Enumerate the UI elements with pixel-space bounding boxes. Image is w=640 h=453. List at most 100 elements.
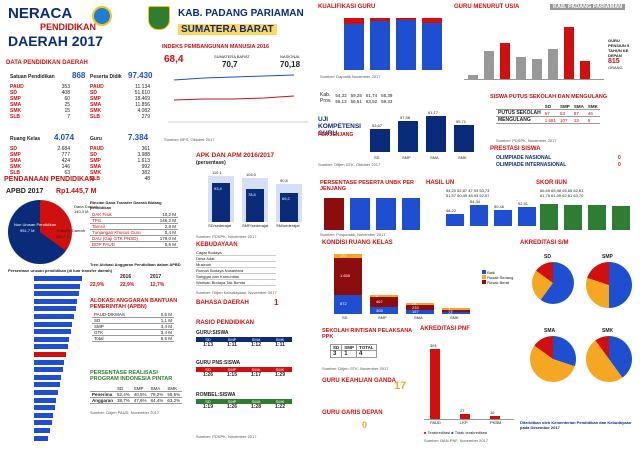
ruang-row-label: SMP (10, 152, 21, 158)
rasio-col-label: SMP (220, 337, 244, 342)
ukg-title: UJI KOMPETENSI GURU (318, 116, 361, 137)
guru-row-value: 992 (141, 164, 150, 170)
guru-row-label: SMA (90, 164, 102, 170)
rincian-row: TPG 146,2 M (90, 217, 178, 224)
ruang-row: SLB 63 (10, 170, 70, 176)
pendanaan-title: PENDANAAN PENDIDIKAN (4, 176, 95, 183)
peserta-row-value: 51.610 (134, 90, 150, 96)
persen-bar (34, 382, 60, 388)
realisasi-anggaran-label: Anggaran (90, 397, 116, 404)
pie-non-label: Non Urusan Pendidikan (14, 222, 57, 227)
putus-col-sd: SD (542, 104, 559, 110)
akreditasi-title: AKREDITASI S/M (520, 240, 569, 246)
rasio-value: 1:26 (226, 404, 237, 410)
satuan-row: SMP 60 (10, 96, 70, 102)
persen-label: Persentase urusan pendidikan (di luar tr… (8, 268, 113, 273)
ukg-kab-smp: 59,25 (350, 92, 362, 98)
rasio-col-label: SMA (244, 399, 268, 404)
kondisi-legend: Baik Rusak Sedang Rusak Berat (482, 270, 513, 285)
kualifikasi-chart (340, 14, 448, 70)
ruang-row-value: 63 (64, 170, 70, 176)
alokasi-label: Total (92, 335, 150, 342)
iiun-kab-row: 66,69 65,98 65,65 62,61 (540, 188, 584, 193)
kondisi-segment (370, 296, 398, 308)
ruang-row: SMA 424 (10, 158, 70, 164)
hasil-un-value: 50,46 (494, 204, 505, 210)
ruang-row-label: SMA (10, 158, 22, 164)
pnf-title: AKREDITASI PNF (420, 326, 470, 332)
putus-col-smp: SMP (558, 104, 572, 110)
peserta-row-label: PAUD (90, 84, 104, 90)
tren-year-2017: 2017 (150, 274, 162, 280)
kondisi-value: 2 (376, 292, 379, 298)
peserta-row-value: 11.856 (135, 102, 150, 108)
rasio-source: Sumber: PDSPK, November 2017 (196, 434, 257, 439)
pie-dana-value: 140,3 M (74, 209, 89, 214)
rasio-col-label: SMA (244, 337, 268, 342)
prestasi-nas-value: 0 (618, 155, 621, 161)
pnf-value: 27 (460, 407, 465, 413)
hasil-un-bar (518, 207, 536, 226)
alokasi-panel: ALOKASI ANGGARAN BANTUAN PEMERINTAH (APB… (90, 298, 186, 354)
guru-row-value: 1.613 (137, 158, 150, 164)
alokasi-row: SD 1,1 M (92, 317, 174, 324)
rasio-col-label: SMP (220, 367, 244, 372)
rincian-label: Tunjangan Khusus Guru (90, 229, 154, 236)
kebudayaan-item: Desa Adat (196, 256, 276, 262)
rasio-header: SD SMP SMA SMK (196, 337, 292, 342)
putus-title: SISWA PUTUS SEKOLAH DAN MENGULANG (490, 94, 608, 100)
apk-value-label: 90,8 (280, 177, 288, 183)
apm-bar (280, 192, 298, 222)
ruang-total: 4.074 (54, 133, 75, 142)
rincian-row: DAK Fisik 10,2 M (90, 212, 178, 218)
guru-row-label: SMK (90, 170, 102, 176)
rincian-title: Rincian Dana Transfer Daerah Bidang pend… (90, 200, 162, 210)
pnf-chart: 361 PAUD 27 LKP 16 PKBM (424, 340, 514, 425)
pnf-bar (430, 349, 440, 419)
ganda-value: 17 (394, 380, 407, 392)
putus-smk: 46 (585, 109, 600, 117)
ukg-cat-label: SMP (402, 155, 411, 160)
rintisan-col-total: TOTAL (356, 344, 377, 351)
apk-source: Sumber: PDSPK, November 2017 (196, 234, 257, 239)
rasio-header: SD SMP SMA SMK (196, 399, 292, 404)
hasil-un-value: 54,34 (470, 198, 481, 204)
satuan-row-label: SLB (10, 114, 20, 120)
ruang-row: SD 2.684 (10, 146, 70, 152)
ukg-bar-label: 57,98 (400, 115, 411, 121)
kondisi-segment (334, 294, 362, 314)
peserta-row-label: SD (90, 90, 97, 96)
ukg-bar (370, 128, 390, 152)
ukg-sub: PER JENJANG (318, 132, 354, 138)
akred-sma-pie (530, 336, 576, 382)
pensiun-note: GURU PENSIUN 5 TAHUN KE DEPAN 815 ORANG (608, 38, 636, 70)
ukg-bar (398, 121, 418, 152)
kebudayaan-item: Cagar Budaya (196, 250, 276, 256)
satuan-row: SMA 25 (10, 102, 70, 108)
akred-smp-pie (586, 262, 632, 308)
rasio-col-label: SMP (220, 399, 244, 404)
rasio-panel: RASIO PENDIDIKAN GURU:SISWA SD SMP SMA SMK 1… (196, 320, 320, 444)
guru-row-value: 361 (141, 146, 150, 152)
rintisan-sd: 3 (329, 350, 343, 358)
ruang-list: SD 2.684 SMP 777 SMA 424 SMK 146 SLB 63 (10, 146, 70, 176)
alokasi-row: SMP 3,4 M (92, 323, 174, 330)
ukg-prov-sma: 63,92 (365, 98, 378, 104)
peserta-row: PAUD 11.134 (90, 84, 150, 90)
apk-sub: (persentase) (196, 160, 226, 166)
kualifikasi-bar-smp (370, 18, 390, 70)
rintisan-source: Sumber: Ditjen GTK, November 2017 (322, 366, 389, 371)
garis-title: GURU GARIS DEPAN (322, 410, 383, 416)
pnf-value: 361 (430, 343, 437, 348)
tren-val-3: 12,7% (150, 282, 165, 288)
unbk-source: Sumber: Puspendik, November 2017 (320, 232, 386, 237)
province-name: SUMATERA BARAT (178, 24, 277, 35)
guru-row-label: SD (90, 152, 97, 158)
satuan-row-label: SMA (10, 102, 22, 108)
alokasi-label: PAUD-DIKMAS (92, 312, 150, 318)
kondisi-title: KONDISI RUANG KELAS (322, 240, 393, 246)
akred-sd-label: SD (544, 254, 551, 260)
satuan-row: SMK 15 (10, 108, 70, 114)
rasio-value: 1:26 (202, 372, 213, 378)
ukg-panel: Kab. 54,33 59,25 61,74 55,39 Prov. 56,13 56,51… (318, 92, 488, 170)
